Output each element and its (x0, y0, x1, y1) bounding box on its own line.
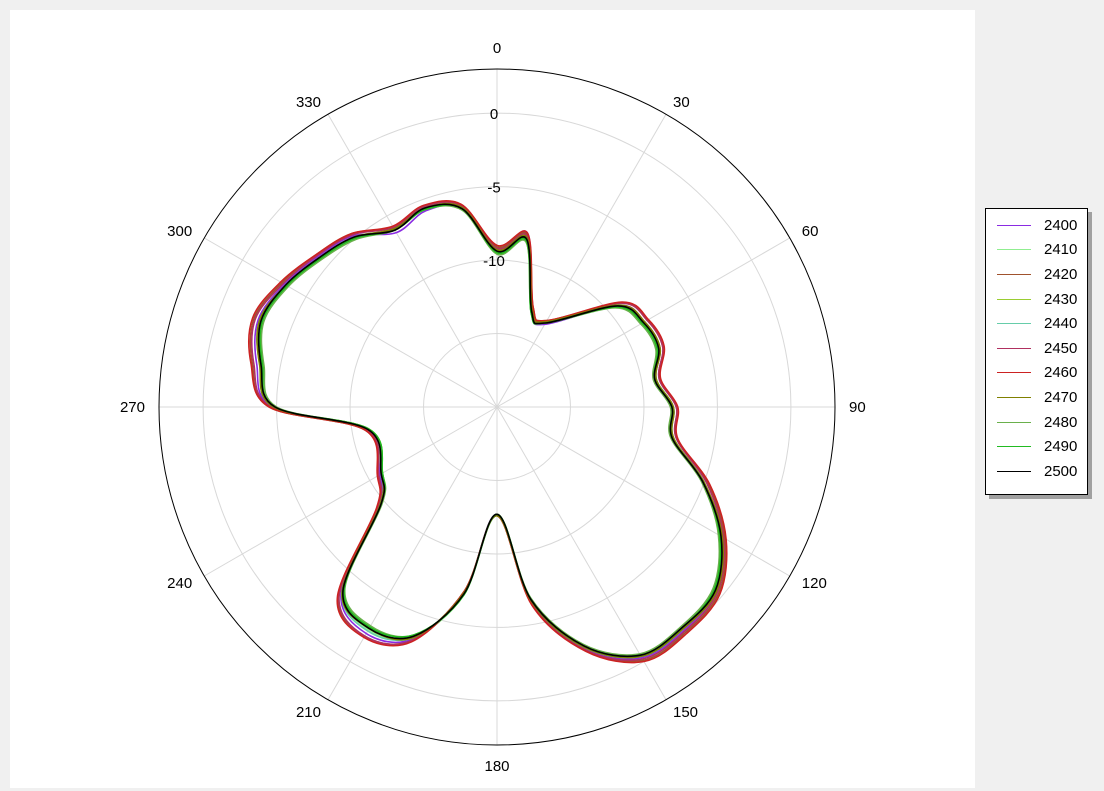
legend-swatch (997, 372, 1031, 374)
legend-swatch (997, 347, 1031, 349)
legend-item: 2400 (986, 213, 1087, 238)
legend-item: 2500 (986, 459, 1087, 484)
legend-label: 2500 (1044, 462, 1078, 480)
series-line-2460 (248, 199, 728, 664)
legend-item: 2470 (986, 385, 1087, 410)
angle-tick-label: 0 (493, 40, 501, 57)
radial-tick-label: -10 (483, 253, 505, 270)
legend-swatch (997, 396, 1031, 398)
legend-item: 2480 (986, 410, 1087, 435)
grid-spoke (204, 237, 498, 408)
angle-tick-label: 300 (167, 223, 192, 240)
angle-tick-label: 90 (849, 399, 866, 416)
legend-label: 2410 (1044, 241, 1078, 259)
legend-item: 2420 (986, 262, 1087, 287)
legend-swatch (997, 323, 1031, 325)
legend-label: 2420 (1044, 265, 1078, 283)
radial-tick-label: -5 (487, 180, 500, 197)
series-line-2450 (250, 201, 726, 662)
chart-area: 0 30 60 90 120 150 180 210 240 270 300 330 0 -5 -10 (10, 10, 975, 788)
series-line-2440 (256, 202, 723, 659)
legend-item: 2490 (986, 434, 1087, 459)
legend: 2400 2410 2420 2430 2440 2450 2460 2470 2480 2490… (985, 208, 1088, 495)
series-line-2490 (259, 204, 722, 658)
legend-label: 2470 (1044, 388, 1078, 406)
grid-spoke (327, 406, 498, 700)
legend-item: 2450 (986, 336, 1087, 361)
angle-tick-label: 210 (296, 704, 321, 721)
axis-labels: 0 30 60 90 120 150 180 210 240 270 300 330 0 -5 -10 (120, 40, 866, 775)
legend-swatch (997, 470, 1031, 472)
series-line-2420 (249, 200, 727, 663)
legend-label: 2450 (1044, 339, 1078, 357)
legend-label: 2460 (1044, 364, 1078, 382)
radial-tick-label: 0 (490, 106, 498, 123)
polar-plot: 0 30 60 90 120 150 180 210 240 270 300 330 0 -5 -10 (120, 40, 866, 775)
legend-swatch (997, 421, 1031, 423)
series-line-2400 (254, 203, 724, 660)
legend-label: 2440 (1044, 315, 1078, 333)
legend-label: 2430 (1044, 290, 1078, 308)
series-layer (248, 199, 728, 664)
series-line-2430 (259, 204, 722, 658)
grid-spoke (496, 406, 667, 700)
legend-item: 2410 (986, 238, 1087, 263)
legend-swatch (997, 249, 1031, 251)
legend-item: 2460 (986, 361, 1087, 386)
legend-label: 2480 (1044, 413, 1078, 431)
series-line-2480 (260, 205, 721, 656)
legend-item: 2440 (986, 311, 1087, 336)
legend-label: 2400 (1044, 216, 1078, 234)
legend-swatch (997, 224, 1031, 226)
angle-tick-label: 30 (673, 94, 690, 111)
grid-spoke (204, 406, 498, 577)
legend-swatch (997, 446, 1031, 448)
polar-grid (158, 68, 836, 746)
series-line-2410 (257, 204, 723, 659)
legend-label: 2490 (1044, 438, 1078, 456)
series-line-2500 (257, 203, 723, 658)
angle-tick-label: 180 (484, 758, 509, 775)
angle-tick-label: 240 (167, 575, 192, 592)
grid-spoke (327, 114, 498, 408)
legend-item: 2430 (986, 287, 1087, 312)
angle-tick-label: 120 (802, 575, 827, 592)
series-line-2470 (256, 202, 724, 659)
grid-spoke (496, 114, 667, 408)
legend-swatch (997, 298, 1031, 300)
angle-tick-label: 150 (673, 704, 698, 721)
legend-swatch (997, 273, 1031, 275)
angle-tick-label: 270 (120, 399, 145, 416)
angle-tick-label: 60 (802, 223, 819, 240)
grid-spoke (496, 406, 790, 577)
outer-ring (158, 68, 836, 746)
angle-tick-label: 330 (296, 94, 321, 111)
